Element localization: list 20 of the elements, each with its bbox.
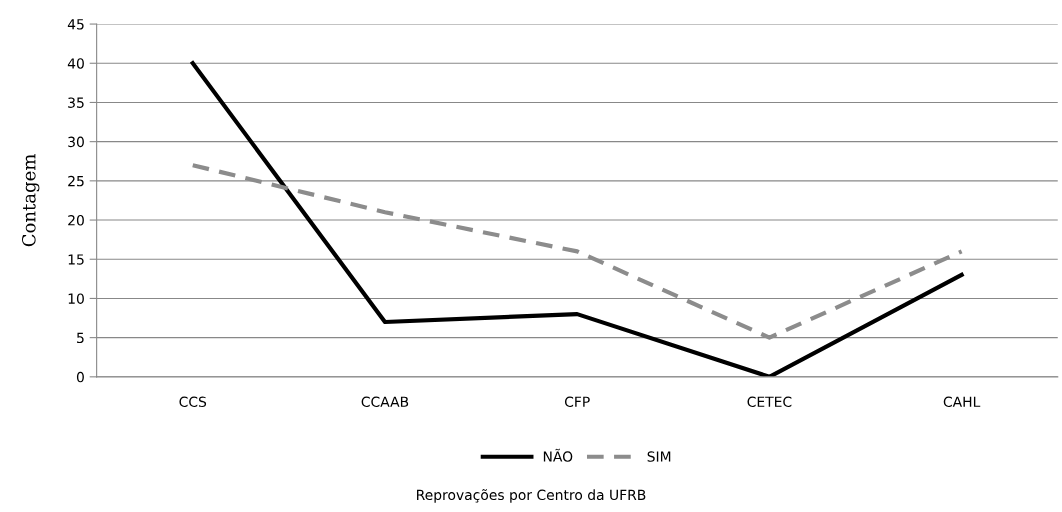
legend-label: SIM xyxy=(647,451,671,462)
y-tick-label: 0 xyxy=(76,371,84,383)
y-axis-title: Contagem xyxy=(21,154,40,247)
x-tick-label: CCAAB xyxy=(361,396,409,408)
y-tick-label: 30 xyxy=(68,136,84,148)
x-tick-label: CFP xyxy=(564,396,590,408)
x-tick-label: CAHL xyxy=(943,396,981,408)
y-tick-label: 45 xyxy=(67,19,84,30)
y-tick-label: 5 xyxy=(77,332,84,344)
line-series xyxy=(190,61,964,377)
x-tick-label: CETEC xyxy=(747,396,792,408)
y-tick-label: 35 xyxy=(68,97,84,108)
text: Reprovações por Centro da UFRB xyxy=(417,489,646,503)
legend-label: NÃO xyxy=(543,448,573,462)
y-tick-label: 40 xyxy=(67,58,84,69)
y-tick-label: 10 xyxy=(68,293,84,304)
x-tick-label: CCS xyxy=(179,396,207,408)
y-tick-label: 20 xyxy=(68,215,84,226)
y-tick-label: 15 xyxy=(68,254,84,265)
y-tick-label: 25 xyxy=(68,175,84,187)
